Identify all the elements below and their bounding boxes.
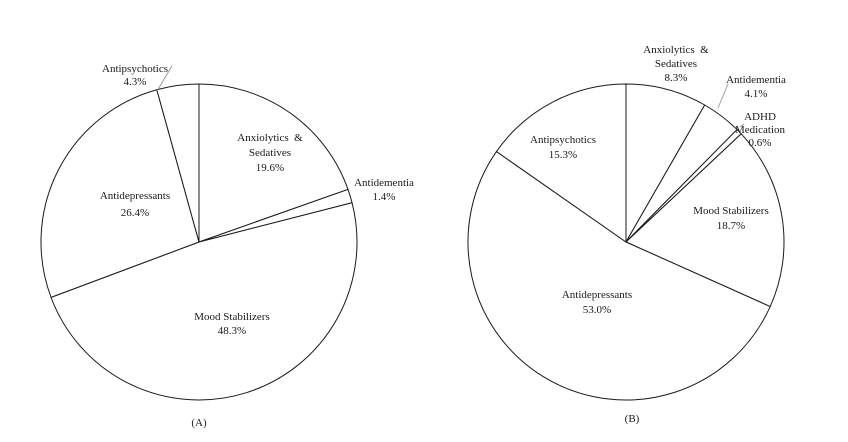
slice-label: Antidepressants bbox=[100, 190, 170, 202]
slice-percent-label: 53.0% bbox=[583, 304, 611, 316]
slice-label: Sedatives bbox=[249, 147, 291, 159]
slice-label: Mood Stabilizers bbox=[194, 311, 269, 323]
pie-chart-b: (B) Anxiolytics & Sedatives 8.3% Antidement… bbox=[467, 44, 786, 425]
pie-chart-a: (A) Anxiolytics & Sedatives 19.6% Antidemen… bbox=[40, 63, 414, 429]
pie-slice-antidepressants bbox=[467, 150, 771, 401]
slices bbox=[467, 83, 785, 401]
leader-line bbox=[156, 65, 173, 92]
slice-percent-label: 0.6% bbox=[749, 137, 772, 149]
slice-labels: Anxiolytics & Sedatives 19.6% Antidementia 1… bbox=[100, 63, 414, 337]
leader-line bbox=[717, 83, 729, 109]
slice-percent-label: 1.4% bbox=[373, 191, 396, 203]
slice-label: Anxiolytics & bbox=[237, 132, 303, 144]
slice-percent-label: 19.6% bbox=[256, 162, 284, 174]
slice-label: Antidementia bbox=[354, 177, 414, 189]
slice-label: Mood Stabilizers bbox=[693, 205, 768, 217]
slice-labels: Anxiolytics & Sedatives 8.3% Antidementia 4.… bbox=[530, 44, 786, 316]
pie-slice-antidepressants bbox=[40, 89, 200, 299]
slice-percent-label: 15.3% bbox=[549, 149, 577, 161]
panel-label-b: (B) bbox=[625, 413, 640, 425]
slice-label: Sedatives bbox=[655, 58, 697, 70]
pie-slice-mood-stabilizers bbox=[625, 133, 785, 308]
slice-percent-label: 8.3% bbox=[665, 72, 688, 84]
pie-slice-mood-stabilizers bbox=[50, 202, 358, 401]
panel-label-a: (A) bbox=[191, 417, 207, 429]
slice-label: Medication bbox=[735, 124, 786, 136]
leader-line bbox=[739, 123, 745, 128]
pie-slice-antipsychotics bbox=[495, 83, 627, 243]
slice-label: Antidementia bbox=[726, 74, 786, 86]
slices bbox=[40, 83, 358, 401]
slice-percent-label: 4.3% bbox=[124, 76, 147, 88]
pie-slice-antipsychotics bbox=[156, 83, 200, 243]
slice-percent-label: 26.4% bbox=[121, 207, 149, 219]
slice-label: Anxiolytics & bbox=[643, 44, 709, 56]
slice-percent-label: 4.1% bbox=[745, 88, 768, 100]
slice-label: ADHD bbox=[744, 111, 776, 123]
slice-percent-label: 48.3% bbox=[218, 325, 246, 337]
slice-label: Antipsychotics bbox=[102, 63, 168, 75]
slice-percent-label: 18.7% bbox=[717, 220, 745, 232]
slice-label: Antipsychotics bbox=[530, 134, 596, 146]
slice-label: Antidepressants bbox=[562, 289, 632, 301]
